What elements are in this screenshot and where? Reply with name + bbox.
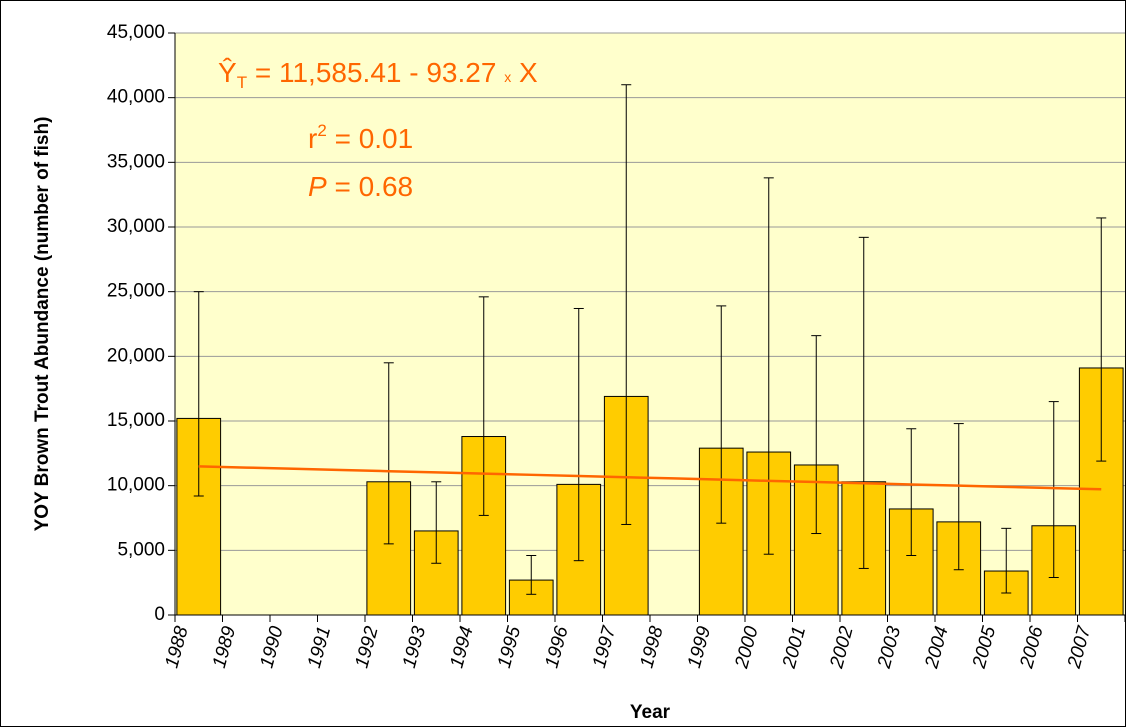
- r: r: [308, 123, 317, 154]
- error-bar: [431, 481, 442, 564]
- error-bar: [1096, 217, 1107, 462]
- marks: [176, 84, 1124, 616]
- subscript: T: [237, 73, 247, 92]
- x-axis-title: Year: [630, 702, 671, 723]
- x-var: X: [511, 57, 538, 88]
- error-bar: [811, 335, 822, 535]
- times: x: [504, 69, 511, 85]
- y-tick-label: 20,000: [107, 345, 165, 366]
- error-bar: [953, 423, 964, 571]
- error-bar: [383, 362, 394, 545]
- error-bar: [478, 296, 489, 516]
- p: P: [308, 171, 327, 202]
- y-tick-label: 35,000: [107, 151, 165, 172]
- y-tick-label: 45,000: [107, 22, 165, 43]
- trend-line: [198, 465, 1102, 491]
- y-hat: Ŷ: [218, 57, 237, 88]
- error-bar: [621, 84, 632, 525]
- plot-area: [175, 33, 1125, 615]
- error-bar: [858, 236, 869, 569]
- y-tick-label: 30,000: [107, 216, 165, 237]
- r-squared: r2 = 0.01: [308, 121, 413, 154]
- error-bar: [1048, 401, 1059, 578]
- r-squared-text: = 0.01: [327, 123, 413, 154]
- p-value-text: = 0.68: [327, 171, 413, 202]
- error-bar: [906, 428, 917, 557]
- y-tick-label: 0: [154, 604, 165, 625]
- y-tick-label: 25,000: [107, 281, 165, 302]
- error-bar: [716, 305, 727, 524]
- error-bar: [573, 307, 584, 562]
- error-bar: [526, 555, 537, 595]
- error-bar: [763, 177, 774, 555]
- y-tick-label: 10,000: [107, 475, 165, 496]
- y-tick-label: 40,000: [107, 87, 165, 108]
- p-value: P = 0.68: [308, 171, 413, 202]
- superscript: 2: [317, 121, 326, 140]
- equation: ŶT = 11,585.41 - 93.27 x X: [218, 57, 538, 92]
- y-tick-label: 5,000: [117, 539, 165, 560]
- equation-text: = 11,585.41 - 93.27: [247, 57, 504, 88]
- error-bar: [193, 291, 204, 497]
- y-axis-title: YOY Brown Trout Abundance (number of fis…: [32, 117, 53, 532]
- y-tick-label: 15,000: [107, 410, 165, 431]
- error-bar: [1001, 527, 1012, 594]
